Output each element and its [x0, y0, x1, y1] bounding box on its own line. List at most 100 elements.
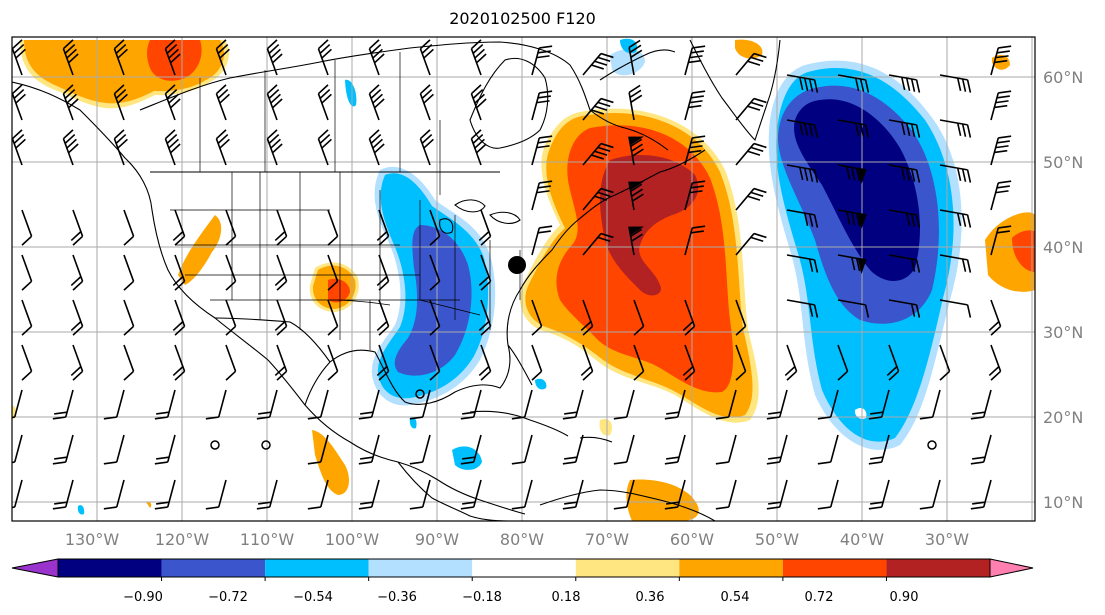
- wind-barb: [70, 344, 84, 381]
- lon-label: 110°W: [240, 530, 295, 549]
- map-area: [12, 37, 1035, 521]
- wind-barb: [205, 479, 227, 510]
- wind-barb: [715, 389, 737, 420]
- wind-barb: [317, 39, 332, 76]
- lon-label: 80°W: [500, 530, 544, 549]
- wind-barb: [684, 45, 706, 76]
- colorbar-tick-label: −0.90: [123, 590, 163, 605]
- map-frame: [11, 36, 1036, 522]
- wind-barb: [103, 389, 125, 420]
- wind-barb: [266, 39, 283, 76]
- wind-barb: [215, 39, 230, 76]
- map-title: 2020102500 F120: [449, 9, 596, 28]
- wind-barb: [429, 299, 441, 336]
- lat-label: 10°N: [1043, 493, 1083, 512]
- colorbar-swatch: [265, 559, 369, 577]
- wind-barb: [164, 84, 181, 121]
- wind-barb: [817, 434, 839, 465]
- wind-barb: [939, 209, 972, 228]
- wind-barb: [429, 209, 441, 246]
- colorbar-swatch: [368, 559, 473, 577]
- calm-circle: [261, 440, 271, 450]
- wind-barb: [562, 479, 584, 510]
- wind-barb: [205, 389, 227, 420]
- wind-barb: [837, 254, 867, 275]
- wind-barb: [990, 45, 1012, 76]
- wind-barb: [215, 129, 230, 166]
- wind-barb: [52, 434, 74, 465]
- wind-barb: [970, 389, 992, 420]
- colorbar-tick-label: 0.18: [552, 590, 581, 605]
- wind-barb: [478, 209, 492, 246]
- wind-barb: [735, 299, 747, 336]
- wind-barb: [307, 479, 329, 510]
- coastline-north-america-pacific: [12, 81, 526, 515]
- wind-barb: [939, 164, 972, 183]
- wind-barb: [409, 389, 431, 420]
- wind-barb: [358, 434, 380, 465]
- lon-label: 130°W: [65, 530, 120, 549]
- wind-barb: [274, 209, 288, 246]
- wind-barb: [113, 84, 128, 121]
- wind-barb: [786, 209, 819, 228]
- wind-barb: [164, 129, 181, 166]
- wind-barb: [786, 119, 819, 138]
- wind-barb: [582, 52, 614, 76]
- wind-barb: [460, 389, 482, 420]
- wind-barb: [172, 344, 186, 381]
- cuba: [469, 410, 569, 437]
- wind-barb: [613, 389, 635, 420]
- wind-barb: [735, 142, 767, 166]
- wind-barb: [470, 129, 487, 166]
- wind-barb: [62, 84, 79, 121]
- wind-barb: [531, 344, 543, 381]
- lon-label: 70°W: [585, 530, 629, 549]
- wind-barb: [409, 479, 431, 510]
- lat-label: 60°N: [1043, 68, 1083, 87]
- wind-barb: [715, 434, 737, 465]
- wind-barb: [123, 209, 135, 246]
- storm-center-marker: [508, 256, 526, 274]
- wind-barb: [837, 209, 867, 230]
- wind-barb: [164, 39, 181, 76]
- wind-barb: [154, 389, 176, 420]
- wind-barb: [682, 299, 696, 336]
- wind-barbs: [12, 39, 1012, 510]
- wind-barb: [664, 434, 686, 465]
- wind-barb: [919, 479, 941, 510]
- wind-barb: [715, 479, 737, 510]
- colorbar-swatch: [58, 559, 162, 577]
- wind-barb: [327, 209, 339, 246]
- wind-barb: [470, 84, 487, 121]
- wind-barb: [419, 84, 434, 121]
- wind-barb: [478, 344, 492, 381]
- colorbar-tick-label: 0.72: [805, 590, 834, 605]
- wind-barb: [837, 164, 867, 185]
- wind-barb: [511, 479, 533, 510]
- wind-barb: [12, 434, 23, 465]
- wind-barb: [531, 180, 553, 211]
- wind-barb: [419, 129, 434, 166]
- wind-barb: [172, 254, 186, 291]
- colorbar-tick-label: 0.54: [721, 590, 750, 605]
- wind-barb: [990, 135, 1012, 166]
- lon-label: 30°W: [925, 530, 969, 549]
- colorbar: [11, 558, 1034, 581]
- colorbar-tick-label: −0.36: [377, 590, 417, 605]
- wind-barb: [970, 434, 992, 465]
- wind-barb: [225, 254, 237, 291]
- wind-barb: [103, 479, 125, 510]
- wind-barb: [766, 479, 788, 510]
- wind-barb: [580, 344, 594, 381]
- lat-label: 20°N: [1043, 408, 1083, 427]
- wind-barb: [990, 180, 1012, 211]
- wind-barb: [990, 225, 1012, 256]
- wind-barb: [582, 232, 614, 256]
- wind-barb: [327, 299, 339, 336]
- wind-barb: [70, 254, 84, 291]
- wind-barb: [837, 119, 870, 138]
- calm-circle: [210, 440, 220, 450]
- lon-label: 90°W: [415, 530, 459, 549]
- wind-barb: [21, 299, 33, 336]
- wind-barb: [52, 479, 74, 510]
